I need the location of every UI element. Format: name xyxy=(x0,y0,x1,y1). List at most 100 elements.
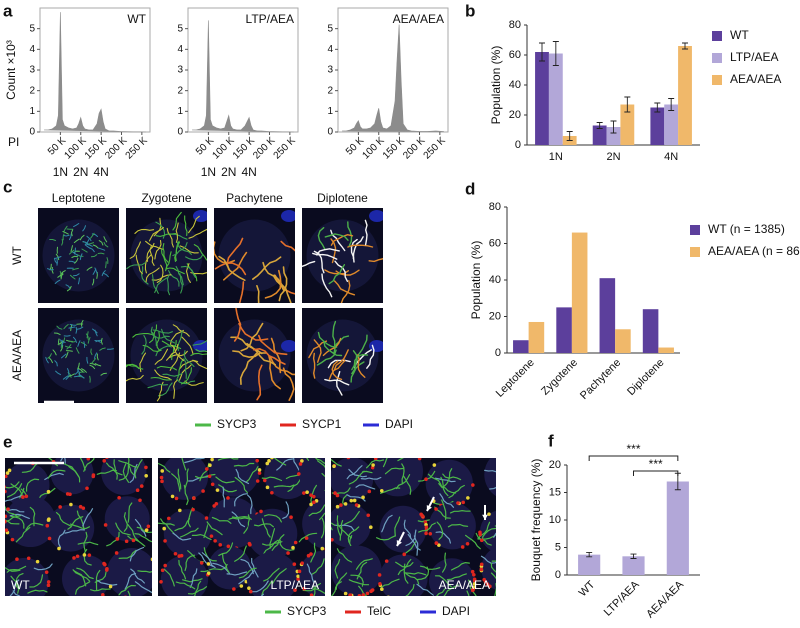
chromosome-axis xyxy=(82,508,94,527)
chromosome-axis xyxy=(510,539,514,558)
telomere xyxy=(5,471,10,475)
chromosome-axis xyxy=(57,338,60,346)
chromosome-axis xyxy=(324,233,349,241)
bar xyxy=(642,309,659,353)
chromosome-axis xyxy=(395,474,411,490)
chromosome-axis xyxy=(98,247,106,251)
chromosome-axis xyxy=(53,257,58,264)
chromosome-axis xyxy=(366,459,384,469)
telomere xyxy=(63,451,67,455)
chromosome-axis xyxy=(158,522,175,526)
chromosome-axis xyxy=(51,267,54,274)
chromosome-axis xyxy=(436,521,444,540)
chromosome-axis xyxy=(54,256,62,259)
chromosome-axis xyxy=(195,473,216,479)
chromosome-axis xyxy=(226,571,248,576)
chromosome-axis xyxy=(368,258,383,263)
chromosome-axis xyxy=(501,585,508,603)
chromosome-axis xyxy=(61,238,64,246)
telomere xyxy=(335,493,340,498)
telomere xyxy=(472,577,477,582)
chromosome-axis xyxy=(90,254,98,258)
y-tick-label: 15 xyxy=(549,486,561,498)
chromosome-axis xyxy=(86,235,92,242)
telomere xyxy=(153,563,157,567)
chromosome-axis xyxy=(403,563,409,584)
chromosome-axis xyxy=(62,231,69,235)
chromosome-axis xyxy=(25,522,44,531)
telomere xyxy=(361,593,366,596)
chromosome-axis xyxy=(45,356,49,364)
chromosome-axis xyxy=(335,572,348,590)
telomere xyxy=(354,503,359,507)
telomere xyxy=(487,512,491,516)
telomere xyxy=(108,584,113,589)
telomere xyxy=(384,559,389,563)
telomere xyxy=(6,507,10,511)
y-axis-label: Count ×10³ xyxy=(4,40,18,100)
telomere xyxy=(520,450,524,454)
telomere xyxy=(361,495,365,500)
telomere xyxy=(512,548,516,552)
x-tick-label: 100 K xyxy=(210,135,236,161)
chromosome-axis xyxy=(465,534,481,550)
chromosome-axis xyxy=(141,334,147,355)
telomere xyxy=(5,474,8,479)
bar xyxy=(592,125,607,145)
chromosome-axis xyxy=(175,581,196,590)
y-tick-label: 1 xyxy=(327,106,333,117)
chromosome-axis xyxy=(315,248,340,256)
chromosome-axis xyxy=(512,470,526,484)
chromosome-axis xyxy=(180,367,192,385)
chromosome-axis xyxy=(319,512,325,521)
chromosome-axis xyxy=(129,241,141,259)
chromosome-axis xyxy=(101,270,106,277)
telomere xyxy=(400,444,404,448)
telomere xyxy=(343,591,348,596)
nucleus xyxy=(161,458,209,500)
chromosome-axis xyxy=(252,256,282,281)
chromosome-axis xyxy=(238,322,269,341)
x-tick-label: 150 K xyxy=(381,135,407,161)
chromosome-axis xyxy=(177,330,183,351)
bar xyxy=(664,104,679,145)
y-tick-label: 80 xyxy=(489,201,501,213)
telomere xyxy=(320,546,325,551)
telomere xyxy=(423,520,428,524)
chromosome-axis xyxy=(195,349,207,353)
telomere xyxy=(392,444,396,448)
bar xyxy=(548,53,563,145)
telomere xyxy=(346,458,351,460)
y-tick-label: 5 xyxy=(177,23,183,34)
chromosome-axis xyxy=(336,548,353,563)
chromosome-axis xyxy=(113,459,118,480)
chromosome-axis xyxy=(84,244,91,249)
y-tick-label: 0 xyxy=(177,127,183,138)
chromosome-axis xyxy=(416,566,430,581)
telomere xyxy=(511,447,515,451)
telomere xyxy=(174,599,178,603)
chromosome-axis xyxy=(272,568,287,584)
chromosome-axis xyxy=(86,356,89,364)
x-tick-label: Zygotene xyxy=(539,357,580,398)
telomere xyxy=(257,468,262,472)
chromosome-axis xyxy=(157,382,173,397)
telomere xyxy=(248,589,253,594)
x-tick-label: 200 K xyxy=(103,135,129,161)
telomere xyxy=(46,580,51,584)
chromosome-axis xyxy=(351,350,358,375)
telomere xyxy=(387,595,390,596)
arrow-head xyxy=(396,540,402,546)
chromosome-axis xyxy=(315,458,325,464)
chromosome-axis xyxy=(293,458,301,473)
telomere xyxy=(150,557,152,562)
nucleus xyxy=(331,545,382,596)
chromosome-axis xyxy=(184,458,205,464)
chromosome-axis xyxy=(78,373,85,379)
chromosome-axis xyxy=(63,225,68,232)
telomere xyxy=(508,447,512,451)
chromosome-axis xyxy=(403,519,412,539)
chromosome-axis xyxy=(490,562,496,573)
telomere xyxy=(65,492,70,496)
telomere xyxy=(326,529,330,533)
